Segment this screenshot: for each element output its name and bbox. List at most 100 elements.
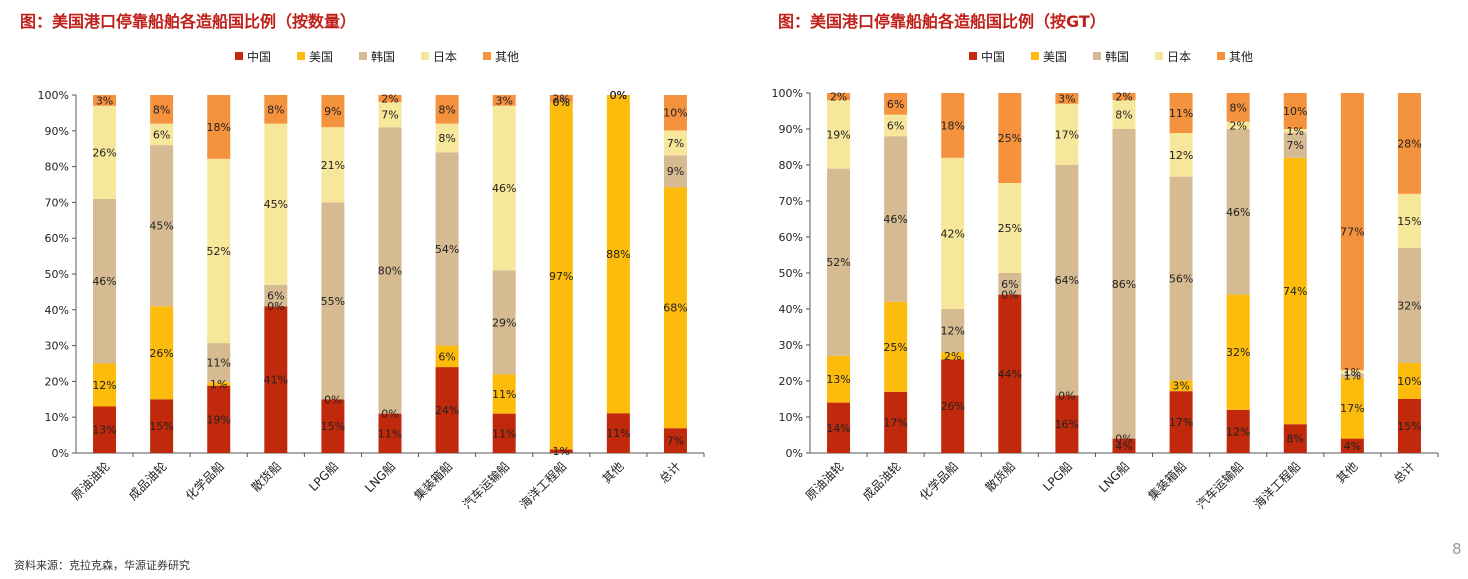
data-label: 15% xyxy=(1397,215,1421,228)
bar-segment xyxy=(435,367,459,453)
data-label: 6% xyxy=(887,98,904,111)
data-label: 0% xyxy=(267,300,284,313)
data-label: 42% xyxy=(941,227,965,240)
x-tick-label: 总计 xyxy=(1391,459,1418,486)
data-label: 45% xyxy=(264,198,288,211)
bar-segment xyxy=(998,183,1022,273)
bar-segment xyxy=(884,301,908,392)
x-tick-label: 化学品船 xyxy=(916,459,961,504)
bar-segment xyxy=(1283,132,1307,158)
bar-segment xyxy=(150,306,174,400)
data-label: 86% xyxy=(1112,278,1136,291)
legend-swatch xyxy=(483,52,491,60)
bar-segment xyxy=(1340,373,1364,378)
bar-segment xyxy=(998,294,1022,453)
bar-segment xyxy=(606,95,630,414)
data-label: 1% xyxy=(1287,125,1304,138)
data-label: 32% xyxy=(1226,346,1250,359)
y-tick-label: 30% xyxy=(45,340,69,353)
data-label: 2% xyxy=(381,93,398,106)
y-tick-label: 80% xyxy=(45,161,69,174)
bar-segment xyxy=(1055,103,1079,165)
x-tick-label: 汽车运输船 xyxy=(459,459,512,512)
y-tick-label: 60% xyxy=(779,231,803,244)
bar-segment xyxy=(663,187,687,429)
legend: 中国 美国 韩国 日本 其他 xyxy=(235,49,519,64)
data-label: 97% xyxy=(549,270,573,283)
bar-segment xyxy=(1340,93,1364,371)
bar-segment xyxy=(1112,100,1136,129)
x-tick-label: LPG船 xyxy=(1040,459,1075,494)
data-label: 17% xyxy=(883,416,907,429)
data-label: 52% xyxy=(826,256,850,269)
data-label: 77% xyxy=(1340,226,1364,239)
bar-segment xyxy=(264,123,288,285)
legend-item: 美国 xyxy=(297,50,333,64)
source-note: 资料来源：克拉克森，华源证券研究 xyxy=(14,559,190,572)
data-label: 7% xyxy=(667,137,684,150)
data-label: 64% xyxy=(1055,274,1079,287)
bar-segment xyxy=(941,359,965,453)
data-label: 6% xyxy=(887,119,904,132)
data-label: 9% xyxy=(324,105,341,118)
data-label: 8% xyxy=(438,132,455,145)
bar-segment xyxy=(1397,93,1421,194)
bar-segment xyxy=(150,123,174,146)
data-label: 6% xyxy=(267,289,284,302)
x-tick-label: LNG船 xyxy=(1096,459,1132,495)
data-label: 17% xyxy=(1055,128,1079,141)
bar-segment xyxy=(663,428,687,453)
bar-segment xyxy=(1283,93,1307,129)
data-label: 12% xyxy=(1226,425,1250,438)
data-label: 11% xyxy=(1169,107,1193,120)
data-label: 17% xyxy=(1169,416,1193,429)
bar-segment xyxy=(378,413,402,453)
data-label: 6% xyxy=(1001,278,1018,291)
bar-segment xyxy=(1226,93,1250,122)
legend-label: 日本 xyxy=(433,50,457,64)
bar-segment xyxy=(378,95,402,103)
stacked-bar-chart-by-gt: 中国 美国 韩国 日本 其他0%10%20%30%40%50%60%70%80%90%1… xyxy=(772,49,1439,512)
data-label: 46% xyxy=(92,275,116,288)
bar-segment xyxy=(1169,391,1193,453)
bar-segment xyxy=(1226,409,1250,453)
bar-segment xyxy=(1397,193,1421,248)
bar-segment xyxy=(827,355,851,403)
data-label: 8% xyxy=(267,103,284,116)
bar-segment xyxy=(492,413,516,453)
x-tick-label: 化学品船 xyxy=(182,459,227,504)
bar-segment xyxy=(1112,93,1136,101)
stacked-bar-chart-by-count: 中国 美国 韩国 日本 其他0%10%20%30%40%50%60%70%80%90%1… xyxy=(38,49,705,512)
x-tick-label: LNG船 xyxy=(362,459,398,495)
data-label: 0% xyxy=(610,89,627,102)
bar-segment xyxy=(1226,129,1250,295)
legend-label: 日本 xyxy=(1167,50,1191,64)
x-tick-label: 集装箱船 xyxy=(411,459,456,504)
data-label: 15% xyxy=(321,420,345,433)
bars: 13% 12% 46% 26% 3% 15% 26% 45% 6% 8% 19% 1% 11% 52% 18… xyxy=(92,89,687,458)
bar-segment xyxy=(321,399,345,453)
data-label: 7% xyxy=(667,435,684,448)
data-label: 46% xyxy=(883,213,907,226)
bar-segment xyxy=(1397,399,1421,453)
y-tick-label: 70% xyxy=(45,196,69,209)
legend-swatch xyxy=(359,52,367,60)
bar-segment xyxy=(1283,129,1307,133)
bar-segment xyxy=(941,93,965,158)
y-tick-label: 0% xyxy=(52,447,69,460)
bar-segment xyxy=(1055,395,1079,453)
bar-segment xyxy=(492,270,516,375)
data-label: 8% xyxy=(1287,433,1304,446)
data-label: 2% xyxy=(944,350,961,363)
data-label: 15% xyxy=(1397,420,1421,433)
x-tick-label: 原油油轮 xyxy=(803,459,847,503)
bar-segment xyxy=(93,198,117,364)
bar-segment xyxy=(663,155,687,188)
data-label: 3% xyxy=(495,94,512,107)
data-label: 11% xyxy=(378,427,402,440)
x-tick-label: 海洋工程船 xyxy=(1250,459,1303,512)
data-label: 1% xyxy=(210,378,227,391)
x-tick-label: 成品油轮 xyxy=(126,459,170,503)
bar-segment xyxy=(884,391,908,453)
data-label: 0% xyxy=(610,89,627,102)
